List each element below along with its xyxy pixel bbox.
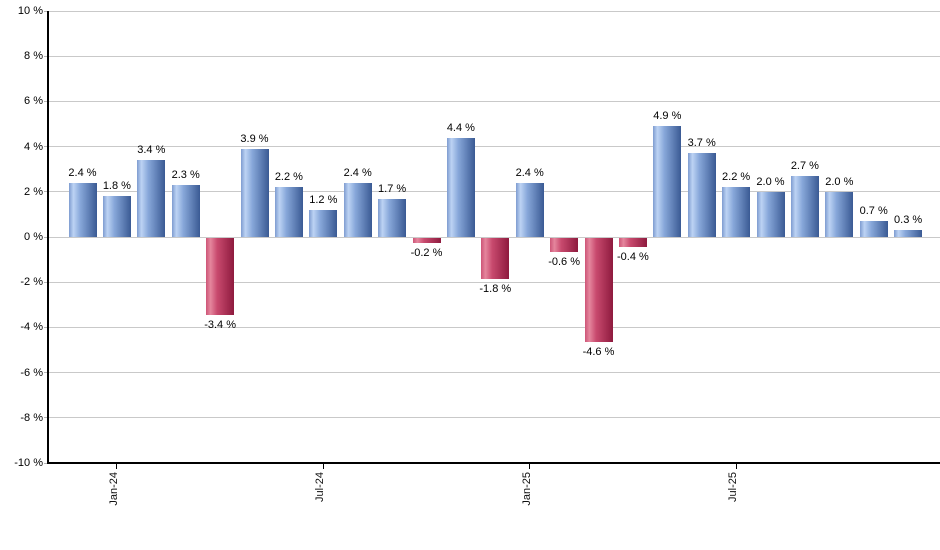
bar-positive [687, 153, 716, 237]
bar-positive [378, 198, 407, 237]
gridline-2pct [48, 191, 940, 193]
bar-positive [309, 209, 338, 237]
bar-negative [481, 238, 510, 279]
bar-positive [790, 175, 819, 237]
y-tick-mark [44, 372, 48, 374]
bar-negative [584, 238, 613, 342]
x-tick-mark [529, 462, 531, 469]
gridline--4pct [48, 326, 940, 328]
bar-value-label: 2.7 % [790, 159, 819, 172]
bar-positive [722, 187, 751, 237]
bar-value-label: 1.7 % [378, 182, 407, 195]
bar-positive [653, 126, 682, 237]
bar-positive [102, 196, 131, 237]
bar-value-label: 2.0 % [756, 175, 785, 188]
y-tick-mark [44, 417, 48, 419]
bar-value-label: 0.3 % [894, 214, 923, 227]
y-tick-mark [44, 281, 48, 283]
bar-value-label: 4.4 % [446, 121, 475, 134]
bar-positive [68, 182, 97, 237]
y-tick-mark [44, 191, 48, 193]
bar-negative [550, 238, 579, 252]
bar-value-label: 2.4 % [515, 166, 544, 179]
bar-value-label: 1.8 % [102, 180, 131, 193]
bar-positive [756, 191, 785, 237]
bar-value-label: 2.2 % [722, 171, 751, 184]
bar-positive [859, 221, 888, 237]
bar-positive [446, 137, 475, 237]
bar-value-label: -0.4 % [616, 251, 649, 264]
bar-positive [825, 191, 854, 237]
bar-value-label: 2.4 % [68, 166, 97, 179]
bar-value-label: 3.9 % [240, 132, 269, 145]
bar-value-label: 4.9 % [653, 110, 682, 123]
y-axis-line [47, 11, 49, 464]
gridline--2pct [48, 281, 940, 283]
x-axis-tick-label-text: Jul-25 [727, 472, 740, 502]
bar-value-label: 3.4 % [137, 144, 166, 157]
y-tick-mark [44, 146, 48, 148]
y-axis-tick-label: -10 % [14, 457, 43, 469]
x-axis-tick-label-text: Jul-24 [314, 472, 327, 502]
bar-value-label: -0.2 % [410, 246, 443, 259]
gridline-6pct [48, 100, 940, 102]
bar-positive [137, 160, 166, 237]
bar-positive [240, 148, 269, 237]
x-tick-mark [322, 462, 324, 469]
bar-positive [515, 182, 544, 237]
y-tick-mark [44, 462, 48, 464]
x-axis-line [47, 462, 940, 464]
y-tick-mark [44, 326, 48, 328]
y-axis-tick-label: -4 % [20, 321, 43, 334]
bar-value-label: -1.8 % [479, 282, 512, 295]
bar-value-label: 3.7 % [687, 137, 716, 150]
y-axis-tick-label: 8 % [24, 50, 43, 63]
bar-value-label: -0.6 % [548, 255, 580, 268]
bar-positive [343, 182, 372, 237]
y-tick-mark [44, 236, 48, 238]
gridline-10pct [48, 10, 940, 12]
y-tick-mark [44, 55, 48, 57]
bar-value-label: 0.7 % [859, 205, 888, 218]
bar-value-label: 2.0 % [825, 175, 854, 188]
x-tick-mark [735, 462, 737, 469]
x-axis-tick-label-text: Jan-24 [107, 472, 120, 506]
gridline--6pct [48, 372, 940, 374]
gridline-4pct [48, 146, 940, 148]
x-tick-mark [116, 462, 118, 469]
y-axis-tick-label: 10 % [17, 5, 43, 17]
y-tick-mark [44, 100, 48, 102]
gridline--8pct [48, 417, 940, 419]
bar-negative [412, 238, 441, 243]
bar-positive [171, 185, 200, 237]
gridline-0pct [48, 236, 940, 238]
bar-value-label: -3.4 % [204, 318, 236, 331]
bar-value-label: 1.2 % [309, 193, 338, 206]
y-axis-tick-label: 0 % [24, 231, 43, 243]
bar-value-label: 2.2 % [274, 171, 303, 184]
x-axis-tick-label-text: Jan-25 [520, 472, 533, 506]
bar-negative [206, 238, 235, 315]
y-axis-tick-label: 4 % [24, 140, 43, 153]
y-axis-tick-label: -8 % [20, 411, 43, 424]
y-tick-mark [44, 10, 48, 12]
bar-value-label: -4.6 % [582, 345, 615, 358]
y-axis-tick-label: -6 % [20, 366, 43, 379]
y-axis-tick-label: 2 % [24, 185, 43, 198]
bar-positive [274, 187, 303, 237]
y-axis-tick-label: 6 % [24, 95, 43, 108]
y-axis-tick-label: -2 % [20, 276, 43, 289]
gridline-8pct [48, 55, 940, 57]
bar-value-label: 2.3 % [171, 169, 200, 182]
bar-value-label: 2.4 % [343, 166, 372, 179]
bar-negative [618, 238, 647, 248]
bar-positive [894, 230, 923, 237]
